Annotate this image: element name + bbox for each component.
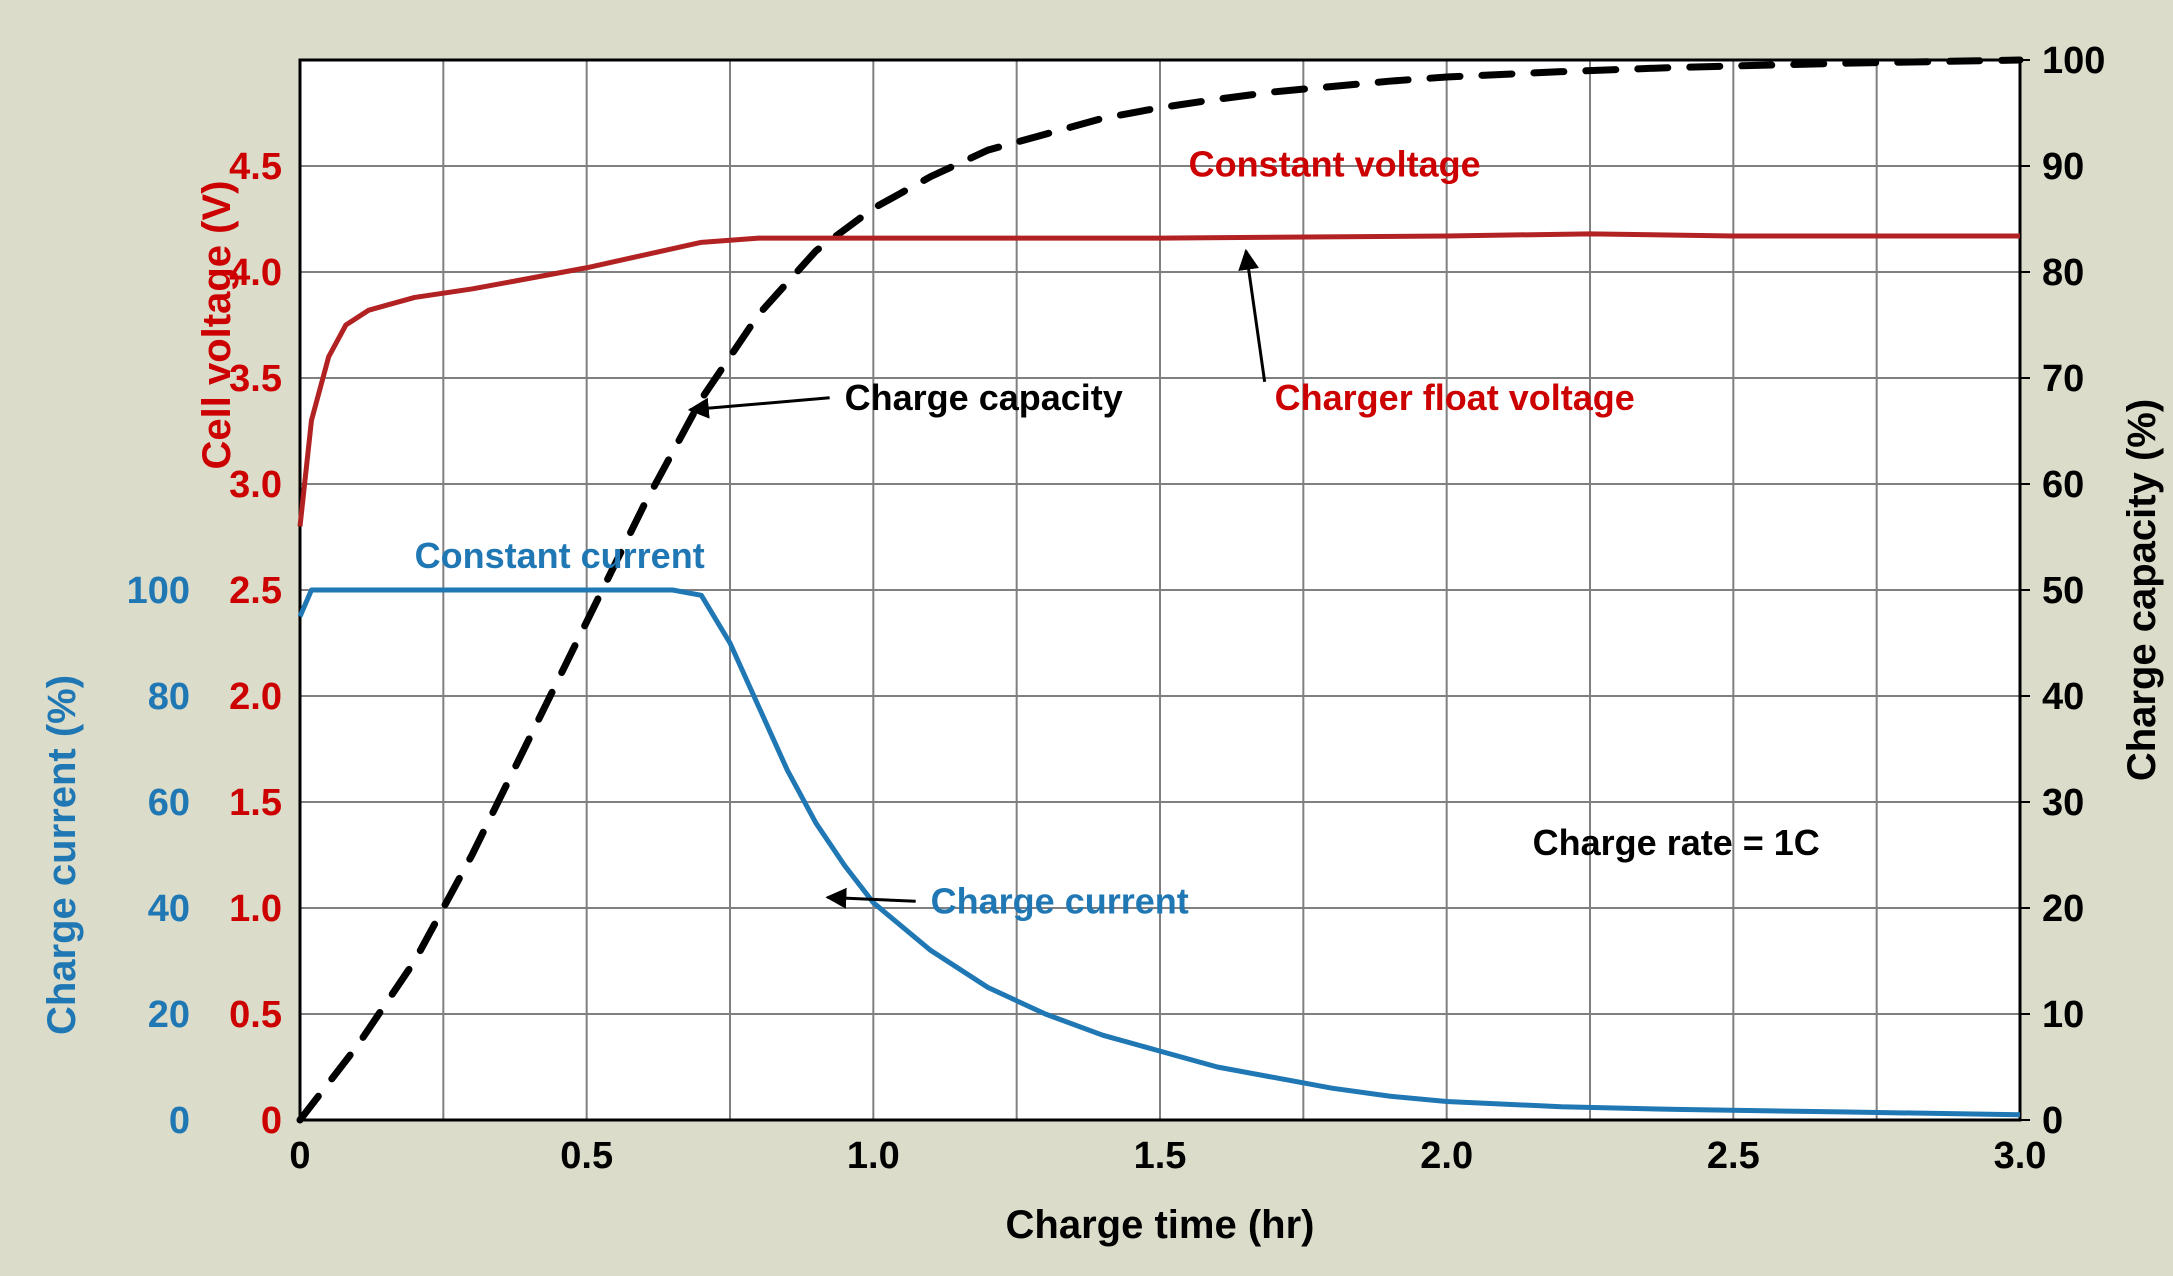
constant-current-label: Constant current bbox=[415, 535, 705, 576]
voltage-tick-label: 1.5 bbox=[229, 782, 282, 824]
x-tick-label: 2.5 bbox=[1707, 1135, 1760, 1177]
charge-current-label: Charge current bbox=[931, 880, 1189, 921]
voltage-tick-label: 1.0 bbox=[229, 888, 282, 930]
capacity-tick-label: 60 bbox=[2042, 464, 2084, 506]
chart-container: 00.51.01.52.02.53.000.51.01.52.02.53.03.… bbox=[0, 0, 2173, 1276]
current-tick-label: 100 bbox=[127, 570, 190, 612]
battery-charge-chart: 00.51.01.52.02.53.000.51.01.52.02.53.03.… bbox=[0, 0, 2173, 1276]
x-tick-label: 1.0 bbox=[847, 1135, 900, 1177]
voltage-tick-label: 0.5 bbox=[229, 994, 282, 1036]
charger-float-label: Charger float voltage bbox=[1275, 377, 1635, 418]
x-tick-label: 0.5 bbox=[560, 1135, 613, 1177]
current-tick-label: 0 bbox=[169, 1100, 190, 1142]
capacity-tick-label: 40 bbox=[2042, 676, 2084, 718]
voltage-tick-label: 2.0 bbox=[229, 676, 282, 718]
capacity-tick-label: 30 bbox=[2042, 782, 2084, 824]
current-tick-label: 20 bbox=[148, 994, 190, 1036]
voltage-tick-label: 0 bbox=[261, 1100, 282, 1142]
charge-capacity-label: Charge capacity bbox=[845, 377, 1123, 418]
capacity-tick-label: 90 bbox=[2042, 146, 2084, 188]
x-axis-label: Charge time (hr) bbox=[1006, 1203, 1315, 1247]
capacity-tick-label: 100 bbox=[2042, 40, 2105, 82]
current-tick-label: 40 bbox=[148, 888, 190, 930]
capacity-tick-label: 70 bbox=[2042, 358, 2084, 400]
charge-rate-label: Charge rate = 1C bbox=[1533, 822, 1820, 863]
current-tick-label: 80 bbox=[148, 676, 190, 718]
capacity-tick-label: 20 bbox=[2042, 888, 2084, 930]
voltage-tick-label: 2.5 bbox=[229, 570, 282, 612]
x-tick-label: 0 bbox=[289, 1135, 310, 1177]
x-tick-label: 2.0 bbox=[1420, 1135, 1473, 1177]
capacity-tick-label: 50 bbox=[2042, 570, 2084, 612]
x-tick-label: 1.5 bbox=[1134, 1135, 1187, 1177]
capacity-axis-label: Charge capacity (%) bbox=[2120, 399, 2164, 781]
capacity-tick-label: 80 bbox=[2042, 252, 2084, 294]
capacity-tick-label: 10 bbox=[2042, 994, 2084, 1036]
current-tick-label: 60 bbox=[148, 782, 190, 824]
voltage-axis-label: Cell voltage (V) bbox=[195, 181, 239, 470]
x-tick-label: 3.0 bbox=[1994, 1135, 2047, 1177]
capacity-tick-label: 0 bbox=[2042, 1100, 2063, 1142]
current-axis-label: Charge current (%) bbox=[40, 675, 84, 1035]
constant-voltage-label: Constant voltage bbox=[1189, 144, 1481, 185]
